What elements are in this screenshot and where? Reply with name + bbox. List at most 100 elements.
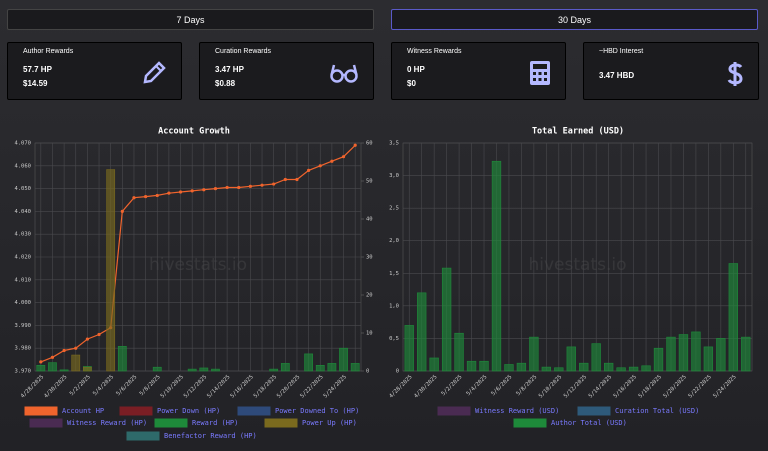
x-tick-label: 5/24/2025 [323,374,348,399]
bar [211,368,220,372]
bar [106,169,116,372]
tab[interactable]: 7 Days [7,9,374,30]
card-line: 0 HP [407,65,425,74]
bar [516,362,527,372]
legend-swatch [29,418,63,428]
x-tick-label: 5/12/2025 [183,374,208,399]
x-tick-label: 5/2/2025 [69,374,92,397]
dollar-icon [727,62,743,86]
legend-label: Power Downed To (HP) [275,407,359,415]
card-line: 3.47 HBD [599,71,635,80]
bar [280,363,290,372]
bar [466,360,477,372]
card: Curation Rewards 3.47 HP $0.88 [199,42,374,100]
bar [603,362,614,372]
y-tick-label: 3.970 [14,369,31,375]
card: Author Rewards 57.7 HP $14.59 [7,42,182,100]
card-line: $0.88 [215,79,236,88]
pencil-icon [143,61,166,84]
point [272,182,276,186]
x-tick-label: 5/6/2025 [115,374,138,397]
x-tick-label: 5/16/2025 [230,374,255,399]
legend-label: Power Down (HP) [157,407,220,415]
point [202,188,206,192]
legend-swatch [437,406,471,416]
bar [71,354,81,372]
y-tick-label: 4.000 [14,300,31,306]
point [50,355,55,359]
bar [417,292,427,372]
x-tick-label: 4/30/2025 [413,374,438,399]
point [237,185,241,190]
bar [36,364,46,372]
x-tick-label: 5/20/2025 [663,374,688,399]
legend-swatch [264,418,298,428]
bar [404,325,414,372]
point [330,159,334,163]
bar [529,336,539,372]
y2-tick-label: 60 [366,141,373,147]
point [62,348,66,353]
calculator-icon [530,61,550,85]
point [341,155,346,159]
point [74,346,78,350]
bar [441,267,452,372]
bar [678,334,689,372]
bar [616,367,626,372]
bar [187,368,197,372]
card-title: ~HBD Interest [599,48,644,55]
point [307,168,311,172]
bar [315,364,325,372]
legend-swatch [513,418,547,428]
y2-tick-label: 30 [366,255,373,261]
legend-label: Witness Reward (USD) [475,407,559,415]
legend-swatch [154,418,188,428]
bar [691,331,701,372]
bar [703,346,714,372]
legend-label: Curation Total (USD) [615,407,699,415]
bar [566,346,576,372]
bar [541,366,552,372]
bar [199,367,209,372]
x-tick-label: 5/14/2025 [206,374,231,399]
legend-swatch [126,431,160,441]
y-tick-label: 0,5 [389,336,399,342]
x-tick-label: 5/22/2025 [688,374,713,399]
card-line: 3.47 HP [215,65,244,74]
point [97,332,101,337]
point [248,184,252,188]
bar [117,345,127,372]
chart-title: Account Growth [158,127,230,137]
point [167,191,171,195]
y-tick-label: 4.070 [14,141,31,147]
bar [269,368,279,372]
point [353,143,357,147]
y-tick-label: 2,5 [389,206,399,212]
x-tick-label: 5/12/2025 [563,374,588,399]
legend-label: Benefactor Reward (HP) [164,432,257,440]
legend-label: Reward (HP) [192,419,238,427]
legend-label: Witness Reward (HP) [67,419,147,427]
glasses-icon [330,64,358,83]
x-tick-label: 5/10/2025 [538,374,563,399]
legend-swatch [577,406,611,416]
bar [591,343,601,372]
x-tick-label: 5/18/2025 [638,374,663,399]
card-line: $14.59 [23,79,48,88]
bar [48,362,57,372]
bar [491,160,502,372]
point [213,187,218,191]
point [295,177,299,182]
y2-tick-label: 40 [366,217,373,223]
x-tick-label: 5/24/2025 [712,374,737,399]
bar [579,362,589,372]
y2-tick-label: 10 [366,331,373,337]
bar [666,336,676,372]
card: Witness Rewards 0 HP $0 [391,42,566,100]
x-tick-label: 5/8/2025 [515,374,538,397]
x-tick-label: 5/10/2025 [160,374,185,399]
y-tick-label: 3.980 [14,346,31,352]
bar [728,263,738,372]
tab[interactable]: 30 Days [391,9,758,30]
